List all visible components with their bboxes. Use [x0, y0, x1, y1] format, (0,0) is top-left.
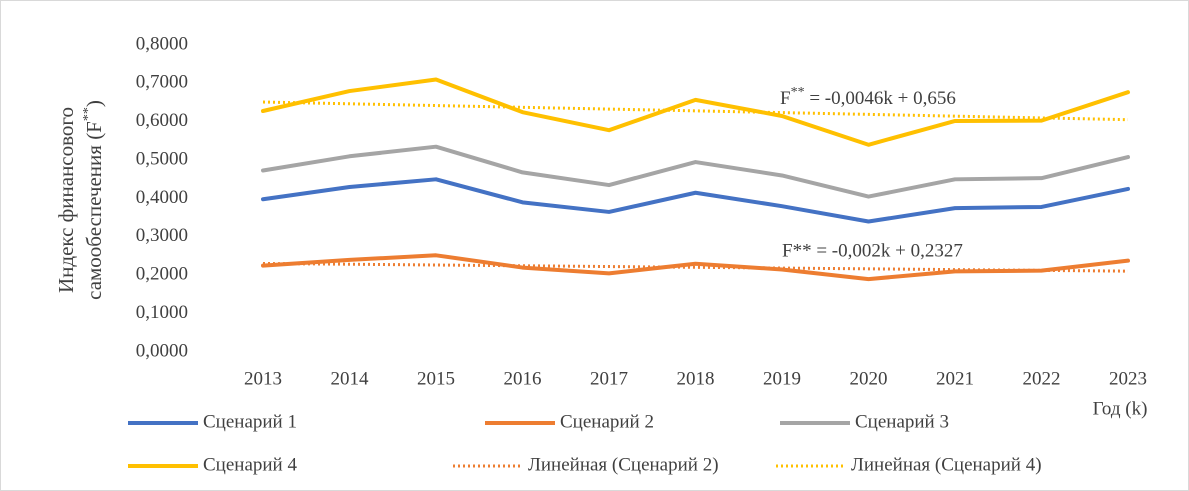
series-line: [261, 177, 1130, 224]
y-tick-label: 0,6000: [136, 110, 188, 131]
y-tick-label: 0,7000: [136, 72, 188, 93]
legend-label: Линейная (Сценарий 4): [851, 454, 1042, 475]
x-tick-label: 2018: [677, 368, 715, 389]
y-tick-label: 0,5000: [136, 148, 188, 169]
annotation-sup: **: [791, 85, 805, 100]
legend-label: Сценарий 3: [855, 411, 949, 432]
y-axis-label: Индекс финансового: [54, 107, 78, 293]
x-tick-label: 2023: [1109, 368, 1147, 389]
series-line: [261, 77, 1130, 147]
x-tick-label: 2022: [1023, 368, 1061, 389]
y-axis-label: самообеспечения (F**): [81, 100, 106, 300]
y-label-end: ): [82, 100, 106, 107]
y-label-part: самообеспечения (F: [82, 121, 106, 300]
y-tick-label: 0,0000: [136, 340, 188, 361]
y-tick-label: 0,3000: [136, 225, 188, 246]
x-tick-label: 2013: [244, 368, 282, 389]
x-tick-label: 2015: [417, 368, 455, 389]
x-tick-label: 2021: [936, 368, 974, 389]
x-tick-label: 2014: [331, 368, 370, 389]
x-axis-label: Год (k): [1093, 398, 1148, 419]
x-tick-label: 2016: [504, 368, 542, 389]
annotation: F** = -0,0046k + 0,656: [780, 85, 956, 109]
series-line: [261, 144, 1130, 199]
y-tick-label: 0,4000: [136, 187, 188, 208]
y-tick-label: 0,2000: [136, 264, 188, 285]
legend-label: Сценарий 2: [560, 411, 654, 432]
x-tick-label: 2019: [763, 368, 801, 389]
y-tick-label: 0,1000: [136, 302, 188, 323]
annotation: F** = -0,002k + 0,2327: [782, 240, 963, 261]
x-tick-label: 2017: [590, 368, 628, 389]
x-tick-label: 2020: [850, 368, 888, 389]
legend-label: Линейная (Сценарий 2): [528, 454, 719, 475]
series-line: [261, 253, 1130, 282]
annotation-part: = -0,0046k + 0,656: [805, 88, 956, 109]
legend-label: Сценарий 4: [203, 454, 297, 475]
annotation-part: F: [780, 88, 791, 109]
legend-label: Сценарий 1: [203, 411, 297, 432]
y-tick-label: 0,8000: [136, 33, 188, 54]
y-label-sup: **: [81, 107, 96, 121]
trend-line: [262, 100, 1129, 122]
